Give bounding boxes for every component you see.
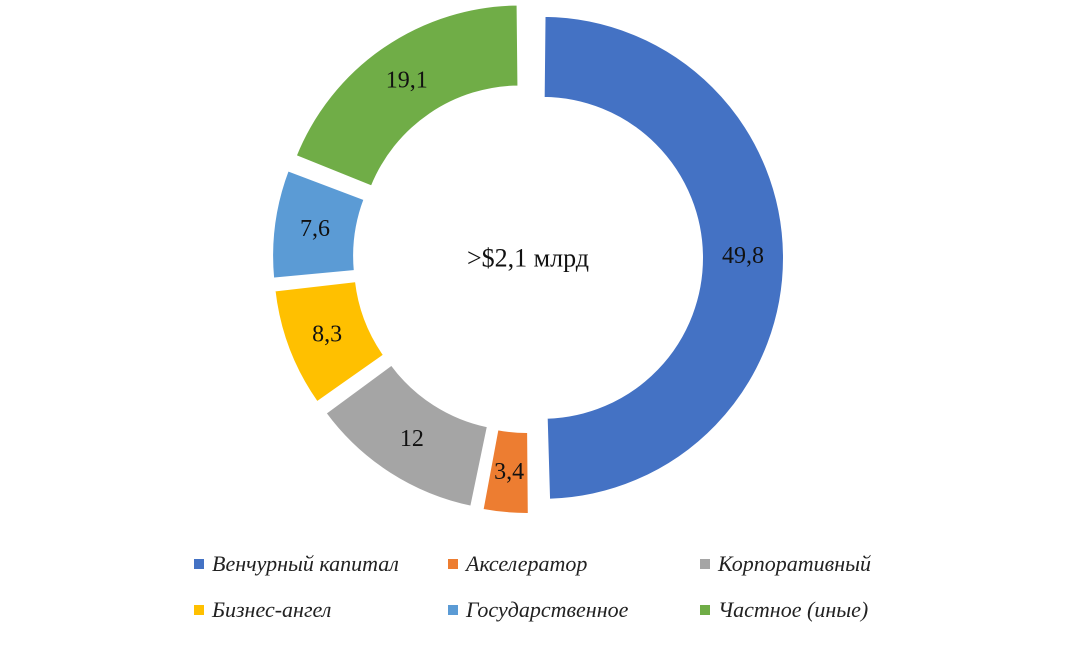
legend-swatch bbox=[194, 605, 204, 615]
legend-item: Бизнес-ангел bbox=[194, 597, 448, 622]
legend-item: Венчурный капитал bbox=[194, 551, 448, 576]
legend-swatch bbox=[700, 605, 710, 615]
legend-swatch bbox=[194, 559, 204, 569]
segment-value-label: 3,4 bbox=[494, 459, 524, 485]
legend-item: Государственное bbox=[448, 597, 700, 622]
legend-label: Акселератор bbox=[466, 551, 588, 576]
legend-item: Частное (иные) bbox=[700, 597, 954, 622]
legend-item: Акселератор bbox=[448, 551, 700, 576]
donut-segment bbox=[271, 168, 366, 280]
legend-swatch bbox=[448, 559, 458, 569]
donut-segments bbox=[271, 3, 785, 515]
donut-segment bbox=[481, 428, 530, 515]
legend-item: Корпоративный bbox=[700, 551, 954, 576]
segment-labels: 49,8 3,4 12 8,3 7,6 19,1 bbox=[300, 67, 764, 485]
legend-label: Государственное bbox=[466, 597, 629, 622]
legend-label: Корпоративный bbox=[718, 551, 872, 576]
legend-label: Частное (иные) bbox=[718, 597, 869, 622]
donut-segment bbox=[542, 14, 785, 501]
segment-value-label: 12 bbox=[400, 426, 424, 452]
donut-segment bbox=[294, 3, 520, 188]
donut-chart: 49,8 3,4 12 8,3 7,6 19,1 >$2,1 млрд bbox=[271, 3, 785, 515]
legend-swatch bbox=[700, 559, 710, 569]
segment-value-label: 49,8 bbox=[722, 243, 764, 269]
segment-value-label: 19,1 bbox=[386, 67, 428, 93]
segment-value-label: 8,3 bbox=[312, 321, 342, 347]
legend-label: Бизнес-ангел bbox=[212, 597, 332, 622]
donut-segment bbox=[273, 280, 386, 404]
center-total-label: >$2,1 млрд bbox=[467, 244, 589, 273]
chart-legend: Венчурный капитал Акселератор Корпоративны… bbox=[194, 551, 954, 622]
donut-segment bbox=[324, 363, 490, 508]
segment-value-label: 7,6 bbox=[300, 216, 330, 242]
legend-swatch bbox=[448, 605, 458, 615]
legend-label: Венчурный капитал bbox=[212, 551, 399, 576]
